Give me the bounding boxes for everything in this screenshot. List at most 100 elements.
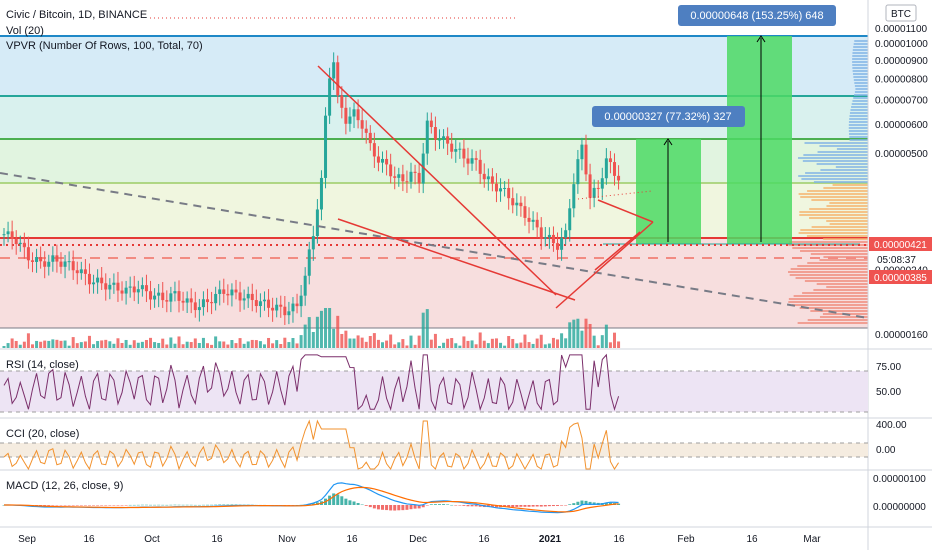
candle-body xyxy=(222,289,226,294)
vpvr-row xyxy=(807,190,868,192)
candle-body xyxy=(409,171,413,182)
candle-body xyxy=(344,107,348,124)
volume-bar xyxy=(39,341,43,348)
cci-axis-0: 0.00 xyxy=(876,445,896,456)
volume-bar xyxy=(454,343,458,348)
macd-hist-bar xyxy=(580,500,584,505)
vpvr-row xyxy=(799,214,868,216)
price-tick-label: 0.00000160 xyxy=(875,330,928,341)
macd-hist-bar xyxy=(372,505,376,509)
macd-hist-bar xyxy=(511,505,515,508)
candle-body xyxy=(482,173,486,180)
candle-body xyxy=(568,208,572,231)
candle-body xyxy=(79,269,83,274)
macd-hist-bar xyxy=(161,504,165,506)
macd-hist-bar xyxy=(92,505,96,506)
macd-hist-bar xyxy=(474,505,478,507)
macd-hist-bar xyxy=(55,505,59,506)
volume-bar xyxy=(401,339,405,348)
macd-hist-bar xyxy=(576,501,580,505)
candle-body xyxy=(173,291,177,294)
breakout-line[interactable] xyxy=(555,221,654,309)
candle-body xyxy=(275,304,279,311)
volume-bar xyxy=(413,344,417,348)
macd-hist-bar xyxy=(344,498,348,505)
candle-body xyxy=(116,282,120,291)
vpvr-row xyxy=(829,223,868,225)
volume-bar xyxy=(238,338,242,348)
macd-hist-bar xyxy=(458,505,462,506)
candle-body xyxy=(14,239,18,245)
volume-bar xyxy=(87,335,91,348)
macd-hist-bar xyxy=(197,504,201,506)
candle-body xyxy=(499,188,503,192)
vpvr-row xyxy=(826,220,868,222)
candle-body xyxy=(315,209,319,237)
measure-box-big[interactable] xyxy=(727,36,792,244)
wedge-lower-line[interactable] xyxy=(337,218,576,301)
macd-hist-bar xyxy=(381,505,385,510)
volume-bar xyxy=(262,344,266,348)
volume-bar xyxy=(295,343,299,348)
macd-hist-bar xyxy=(71,505,75,506)
triangle-upper-line[interactable] xyxy=(597,199,654,223)
vpvr-row xyxy=(801,178,868,180)
candle-body xyxy=(246,293,250,299)
triangle-lower-line[interactable] xyxy=(594,231,641,271)
volume-bar xyxy=(210,344,214,348)
volume-bar xyxy=(120,342,124,348)
vpvr-row xyxy=(799,307,868,309)
volume-bar xyxy=(376,339,380,348)
measure-tools[interactable] xyxy=(603,35,860,245)
candle-body xyxy=(478,159,482,174)
candle-body xyxy=(149,291,153,300)
volume-bar xyxy=(580,330,584,348)
volume-bar xyxy=(250,339,254,348)
volume-bar xyxy=(499,342,503,348)
vpvr-row xyxy=(852,52,868,54)
volume-bar xyxy=(478,332,482,348)
macd-hist-bar xyxy=(446,504,450,505)
macd-hist-bar xyxy=(515,505,519,507)
volume-bar xyxy=(2,346,6,348)
volume-bar xyxy=(299,335,303,348)
vpvr-row xyxy=(793,295,868,297)
volume-bar xyxy=(104,339,108,348)
vpvr-row xyxy=(853,79,868,81)
macd-hist-bar xyxy=(328,495,332,505)
macd-hist-bar xyxy=(348,500,352,505)
candle-body xyxy=(43,261,47,267)
wedge-upper-line[interactable] xyxy=(317,65,557,296)
vpvr-row xyxy=(849,133,868,135)
volume-bar xyxy=(67,345,71,348)
vpvr-row xyxy=(849,139,868,141)
candle-body xyxy=(185,298,189,303)
candle-body xyxy=(352,109,356,117)
candle-body xyxy=(381,158,385,163)
candle-body xyxy=(515,202,519,206)
macd-hist-bar xyxy=(523,505,527,507)
cci-legend: CCI (20, close) xyxy=(6,428,79,440)
macd-axis-100: 0.00000100 xyxy=(873,474,926,485)
candle-body xyxy=(421,153,425,184)
time-tick-label: 16 xyxy=(478,534,490,545)
volume-bar xyxy=(214,336,218,348)
volume-bar xyxy=(344,330,348,348)
trendlines[interactable] xyxy=(0,65,869,319)
candle-body xyxy=(197,307,201,311)
candle-body xyxy=(287,311,291,316)
long-dashed-trendline[interactable] xyxy=(0,172,869,319)
vpvr-row xyxy=(852,49,868,51)
volume-bar xyxy=(226,344,230,348)
candle-body xyxy=(576,159,580,185)
volume-bar xyxy=(600,335,604,348)
chart-title: Civic / Bitcoin, 1D, BINANCE xyxy=(6,9,147,21)
volume-bar xyxy=(132,340,136,348)
candle-body xyxy=(100,277,104,284)
candle-body xyxy=(55,255,59,262)
macd-hist-bar xyxy=(429,504,433,505)
currency-badge[interactable] xyxy=(885,4,917,22)
volume-bar xyxy=(519,342,523,348)
volume-bar xyxy=(267,337,271,348)
dotted-resistance-line xyxy=(577,190,653,200)
